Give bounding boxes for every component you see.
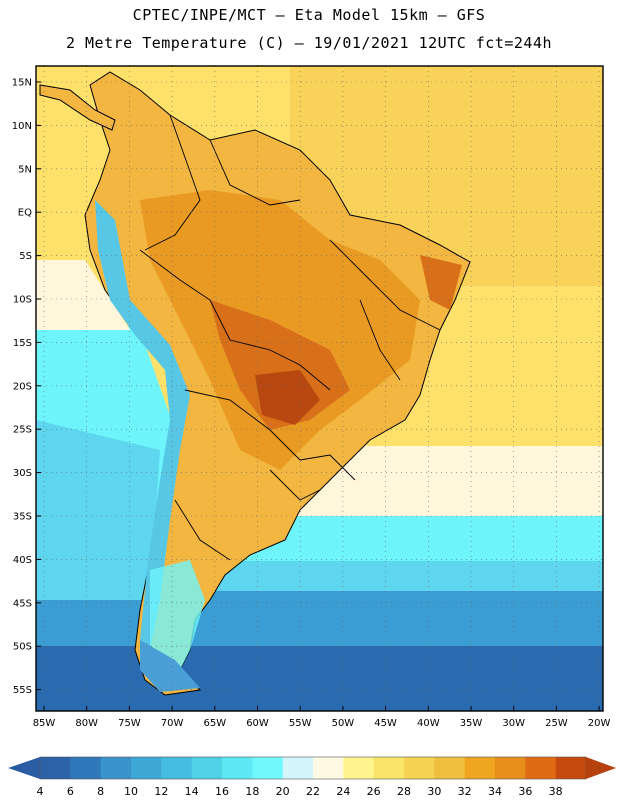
lat-label-45S: 45S (13, 598, 32, 609)
colorbar-label: 16 (215, 785, 229, 798)
colorbar-cell (40, 757, 71, 779)
colorbar-cell (373, 757, 405, 779)
lat-label-30S: 30S (13, 468, 32, 479)
colorbar-label: 28 (397, 785, 411, 798)
colorbar-label: 8 (97, 785, 104, 798)
colorbar-cells (39, 756, 587, 780)
colorbar-high-arrow (586, 757, 616, 779)
lat-label-5S: 5S (19, 251, 32, 262)
tierra-del-fuego-cold (140, 640, 200, 692)
pacific-pale-wedge (36, 260, 130, 330)
colorbar-label: 34 (488, 785, 502, 798)
country-borders (139, 114, 441, 561)
lat-label-10N: 10N (12, 121, 32, 132)
colorbar-label: 18 (245, 785, 259, 798)
lon-label-65W: 65W (203, 718, 226, 729)
title-line-1: CPTEC/INPE/MCT – Eta Model 15km – GFS (132, 6, 486, 24)
colorbar-low-arrow (8, 757, 40, 779)
patagonia-cool (150, 560, 205, 670)
lat-label-25S: 25S (13, 425, 32, 436)
colorbar-label: 14 (185, 785, 199, 798)
colorbar-cell (525, 757, 557, 779)
colorbar-cell (100, 757, 132, 779)
map-frame (35, 65, 604, 712)
colorbar-cell (404, 757, 435, 779)
colorbar-label: 36 (518, 785, 532, 798)
colorbar-cell (464, 757, 496, 779)
colorbar-cell (131, 757, 162, 779)
colorbar-cell (222, 757, 253, 779)
colorbar-label: 24 (336, 785, 350, 798)
lon-label-70W: 70W (161, 718, 184, 729)
lat-label-10S: 10S (13, 295, 32, 306)
colorbar-cell (70, 757, 102, 779)
lat-label-20S: 20S (13, 381, 32, 392)
lon-label-50W: 50W (332, 718, 355, 729)
northeast-hot (420, 255, 462, 310)
lon-label-35W: 35W (460, 718, 483, 729)
colorbar-cell (434, 757, 466, 779)
colorbar-cell (495, 757, 526, 779)
colorbar-label: 12 (154, 785, 168, 798)
colorbar-label: 32 (458, 785, 472, 798)
pacific-cold-wedge (36, 420, 160, 600)
colorbar-label: 38 (549, 785, 563, 798)
colorbar-cell (252, 757, 284, 779)
title-line-2: 2 Metre Temperature (C) – 19/01/2021 12U… (65, 34, 553, 52)
lat-label-55S: 55S (13, 685, 32, 696)
lat-label-15N: 15N (12, 78, 32, 89)
colorbar-label: 26 (367, 785, 381, 798)
lon-label-75W: 75W (118, 718, 141, 729)
central-america (39, 84, 116, 131)
lon-label-40W: 40W (417, 718, 440, 729)
colorbar-label: 20 (276, 785, 290, 798)
colorbar-cell (313, 757, 344, 779)
lon-label-45W: 45W (374, 718, 397, 729)
lat-label-EQ: EQ (18, 208, 32, 219)
longitude-labels: 85W 80W 75W 70W 65W 60W 55W 50W 45W 40W 35W 30W 25W 2… (33, 706, 611, 729)
lon-label-20W: 20W (588, 718, 611, 729)
colorbar-label: 4 (37, 785, 44, 798)
colorbar-label: 6 (67, 785, 74, 798)
colorbar-cell (191, 757, 223, 779)
colorbar-cell (282, 757, 314, 779)
colorbar-cell (555, 757, 587, 779)
lon-label-30W: 30W (502, 718, 525, 729)
lat-label-15S: 15S (13, 338, 32, 349)
lon-label-85W: 85W (33, 718, 56, 729)
hottest-core (255, 370, 320, 425)
lon-label-60W: 60W (246, 718, 269, 729)
lon-label-80W: 80W (75, 718, 98, 729)
colorbar-label: 30 (427, 785, 441, 798)
colorbar-label: 22 (306, 785, 320, 798)
colorbar-labels: 4 6 8 10 12 14 16 18 20 22 24 26 28 30 32 34 36 38 (37, 785, 563, 798)
colorbar-cell (343, 757, 375, 779)
lon-label-25W: 25W (545, 718, 568, 729)
colorbar-cell (161, 757, 193, 779)
lon-label-55W: 55W (289, 718, 312, 729)
colorbar-label: 10 (124, 785, 138, 798)
lat-label-50S: 50S (13, 642, 32, 653)
latitude-labels: 15N 10N 5N EQ 5S 10S 15S 20S 25S 30S 35S 40S 45S 50S 5… (12, 78, 41, 696)
andes-cold (95, 200, 190, 650)
lat-label-5N: 5N (18, 164, 32, 175)
lat-label-40S: 40S (13, 555, 32, 566)
lat-label-35S: 35S (13, 512, 32, 523)
